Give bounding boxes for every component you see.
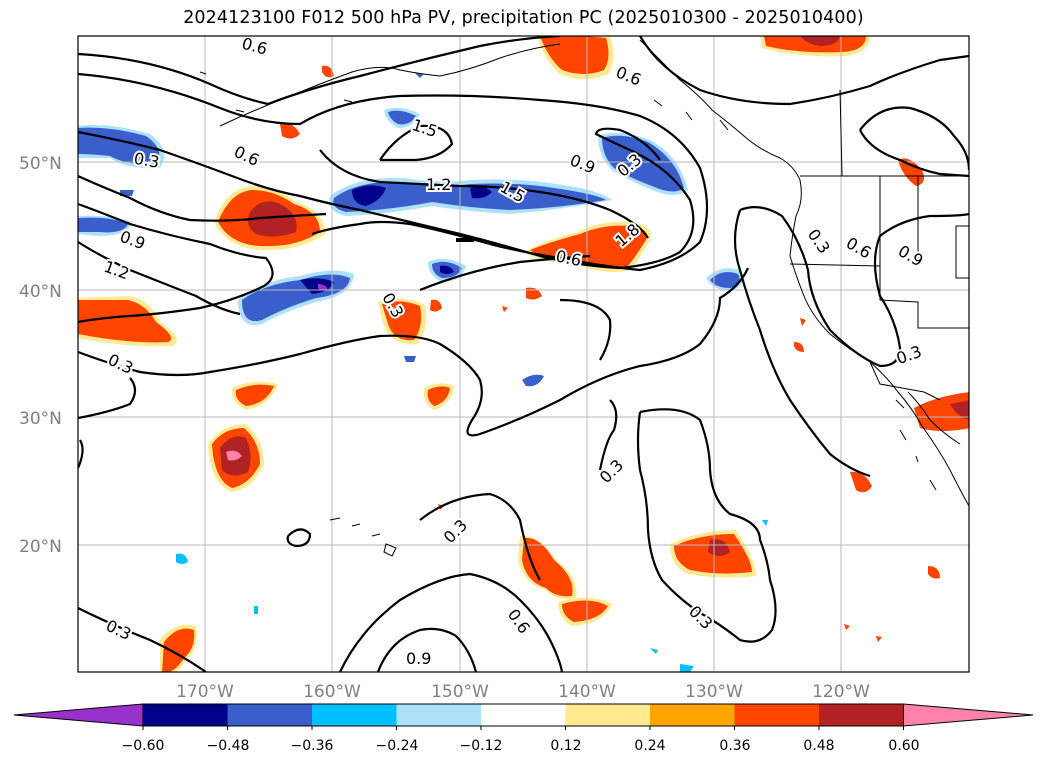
precip-blob [427, 386, 450, 406]
colorbar-tick-label: 0.48 [803, 738, 834, 754]
colorbar-ticks: −0.60 −0.48 −0.36 −0.24 −0.12 0.12 0.24 … [122, 738, 920, 754]
precip-blob [850, 471, 872, 493]
precip-blob [844, 624, 850, 630]
precip-blob [318, 284, 328, 291]
precip-blob [254, 606, 258, 614]
colorbar-tick-label: −0.12 [460, 738, 503, 754]
precip-blob [876, 636, 882, 642]
lat-label-40n: 40°N [19, 282, 62, 302]
precip-blob [762, 520, 768, 526]
lon-label-130w: 130°W [685, 682, 743, 702]
precip-blob [430, 299, 442, 312]
precip-blob [562, 600, 608, 622]
precip-blob [176, 553, 188, 564]
colorbar-swatch [312, 704, 397, 726]
precip-blob [78, 217, 128, 233]
lat-label-50n: 50°N [19, 154, 62, 174]
plot-frame [77, 35, 970, 673]
colorbar-swatch [734, 704, 820, 726]
map-layers: 0.6 0.6 1.5 0.3 0.3 0.9 0.6 1.2 1.5 0.9 … [78, 36, 969, 672]
precip-blob [248, 201, 297, 237]
contour-label: 1.2 [426, 175, 451, 194]
colorbar-swatch [396, 704, 482, 726]
colorbar-swatch [481, 704, 566, 726]
precip-blob [440, 265, 454, 274]
lon-label-120w: 120°W [812, 682, 870, 702]
precip-blob [800, 318, 806, 326]
contour-label: 0.9 [406, 649, 431, 668]
precip-blob [388, 110, 416, 125]
lat-labels: 50°N 40°N 30°N 20°N [19, 154, 62, 557]
lat-label-20n: 20°N [19, 537, 62, 557]
precip-blob [710, 272, 740, 288]
precip-blob [235, 384, 274, 406]
precip-blob [950, 400, 969, 420]
precip-blob [78, 300, 172, 343]
colorbar-swatch [143, 704, 228, 726]
precip-blob [322, 65, 334, 78]
plot-area [78, 36, 969, 672]
precip-blob [650, 648, 658, 654]
colorbar-tick-label: 0.24 [634, 738, 665, 754]
colorbar: −0.60 −0.48 −0.36 −0.24 −0.12 0.12 0.24 … [13, 703, 1034, 754]
colorbar-tick-label: 0.12 [550, 738, 581, 754]
precip-blob [680, 664, 694, 672]
precip-blob [382, 301, 422, 341]
precip-blob [540, 36, 609, 74]
precip-blob [470, 186, 492, 199]
lon-label-170w: 170°W [176, 682, 234, 702]
precip-blob [226, 450, 242, 461]
precip-blob [914, 392, 969, 431]
pv-contours [78, 36, 969, 672]
colorbar-tick-label: −0.24 [376, 738, 419, 754]
lon-label-150w: 150°W [431, 682, 489, 702]
precip-blob [162, 628, 195, 672]
precip-blob [928, 566, 940, 579]
lat-label-30n: 30°N [19, 409, 62, 429]
colorbar-extend-max [903, 703, 1034, 727]
contour-closed-fill [456, 238, 474, 242]
lon-labels: 170°W 160°W 150°W 140°W 130°W 120°W [176, 682, 870, 702]
colorbar-tick-label: 0.36 [719, 738, 750, 754]
precip-blob [800, 36, 840, 46]
lon-label-160w: 160°W [303, 682, 361, 702]
colorbar-swatch [650, 704, 735, 726]
borders [789, 89, 969, 401]
colorbar-tick-label: 0.60 [888, 738, 919, 754]
precip-blob [502, 306, 508, 312]
colorbar-swatch [819, 704, 904, 726]
map-title: 2024123100 F012 500 hPa PV, precipitatio… [183, 8, 864, 28]
colorbar-frame [142, 703, 904, 727]
precip-blob [522, 537, 573, 597]
lon-label-140w: 140°W [558, 682, 616, 702]
colorbar-swatch [565, 704, 651, 726]
colorbar-tick-label: −0.60 [122, 738, 165, 754]
colorbar-extend-min [13, 703, 144, 727]
precip-blob [352, 185, 386, 206]
precip-blob [526, 287, 542, 300]
colorbar-swatch [227, 704, 313, 726]
colorbar-swatches [13, 703, 1034, 730]
precip-blob [602, 135, 684, 192]
precip-blob [404, 356, 416, 362]
colorbar-tick-label: −0.48 [207, 738, 250, 754]
colorbar-tick-label: −0.36 [291, 738, 334, 754]
precip-blob [280, 123, 300, 139]
precip-blob [794, 342, 804, 352]
precip-blob [522, 374, 544, 387]
precip-blob [333, 181, 606, 212]
